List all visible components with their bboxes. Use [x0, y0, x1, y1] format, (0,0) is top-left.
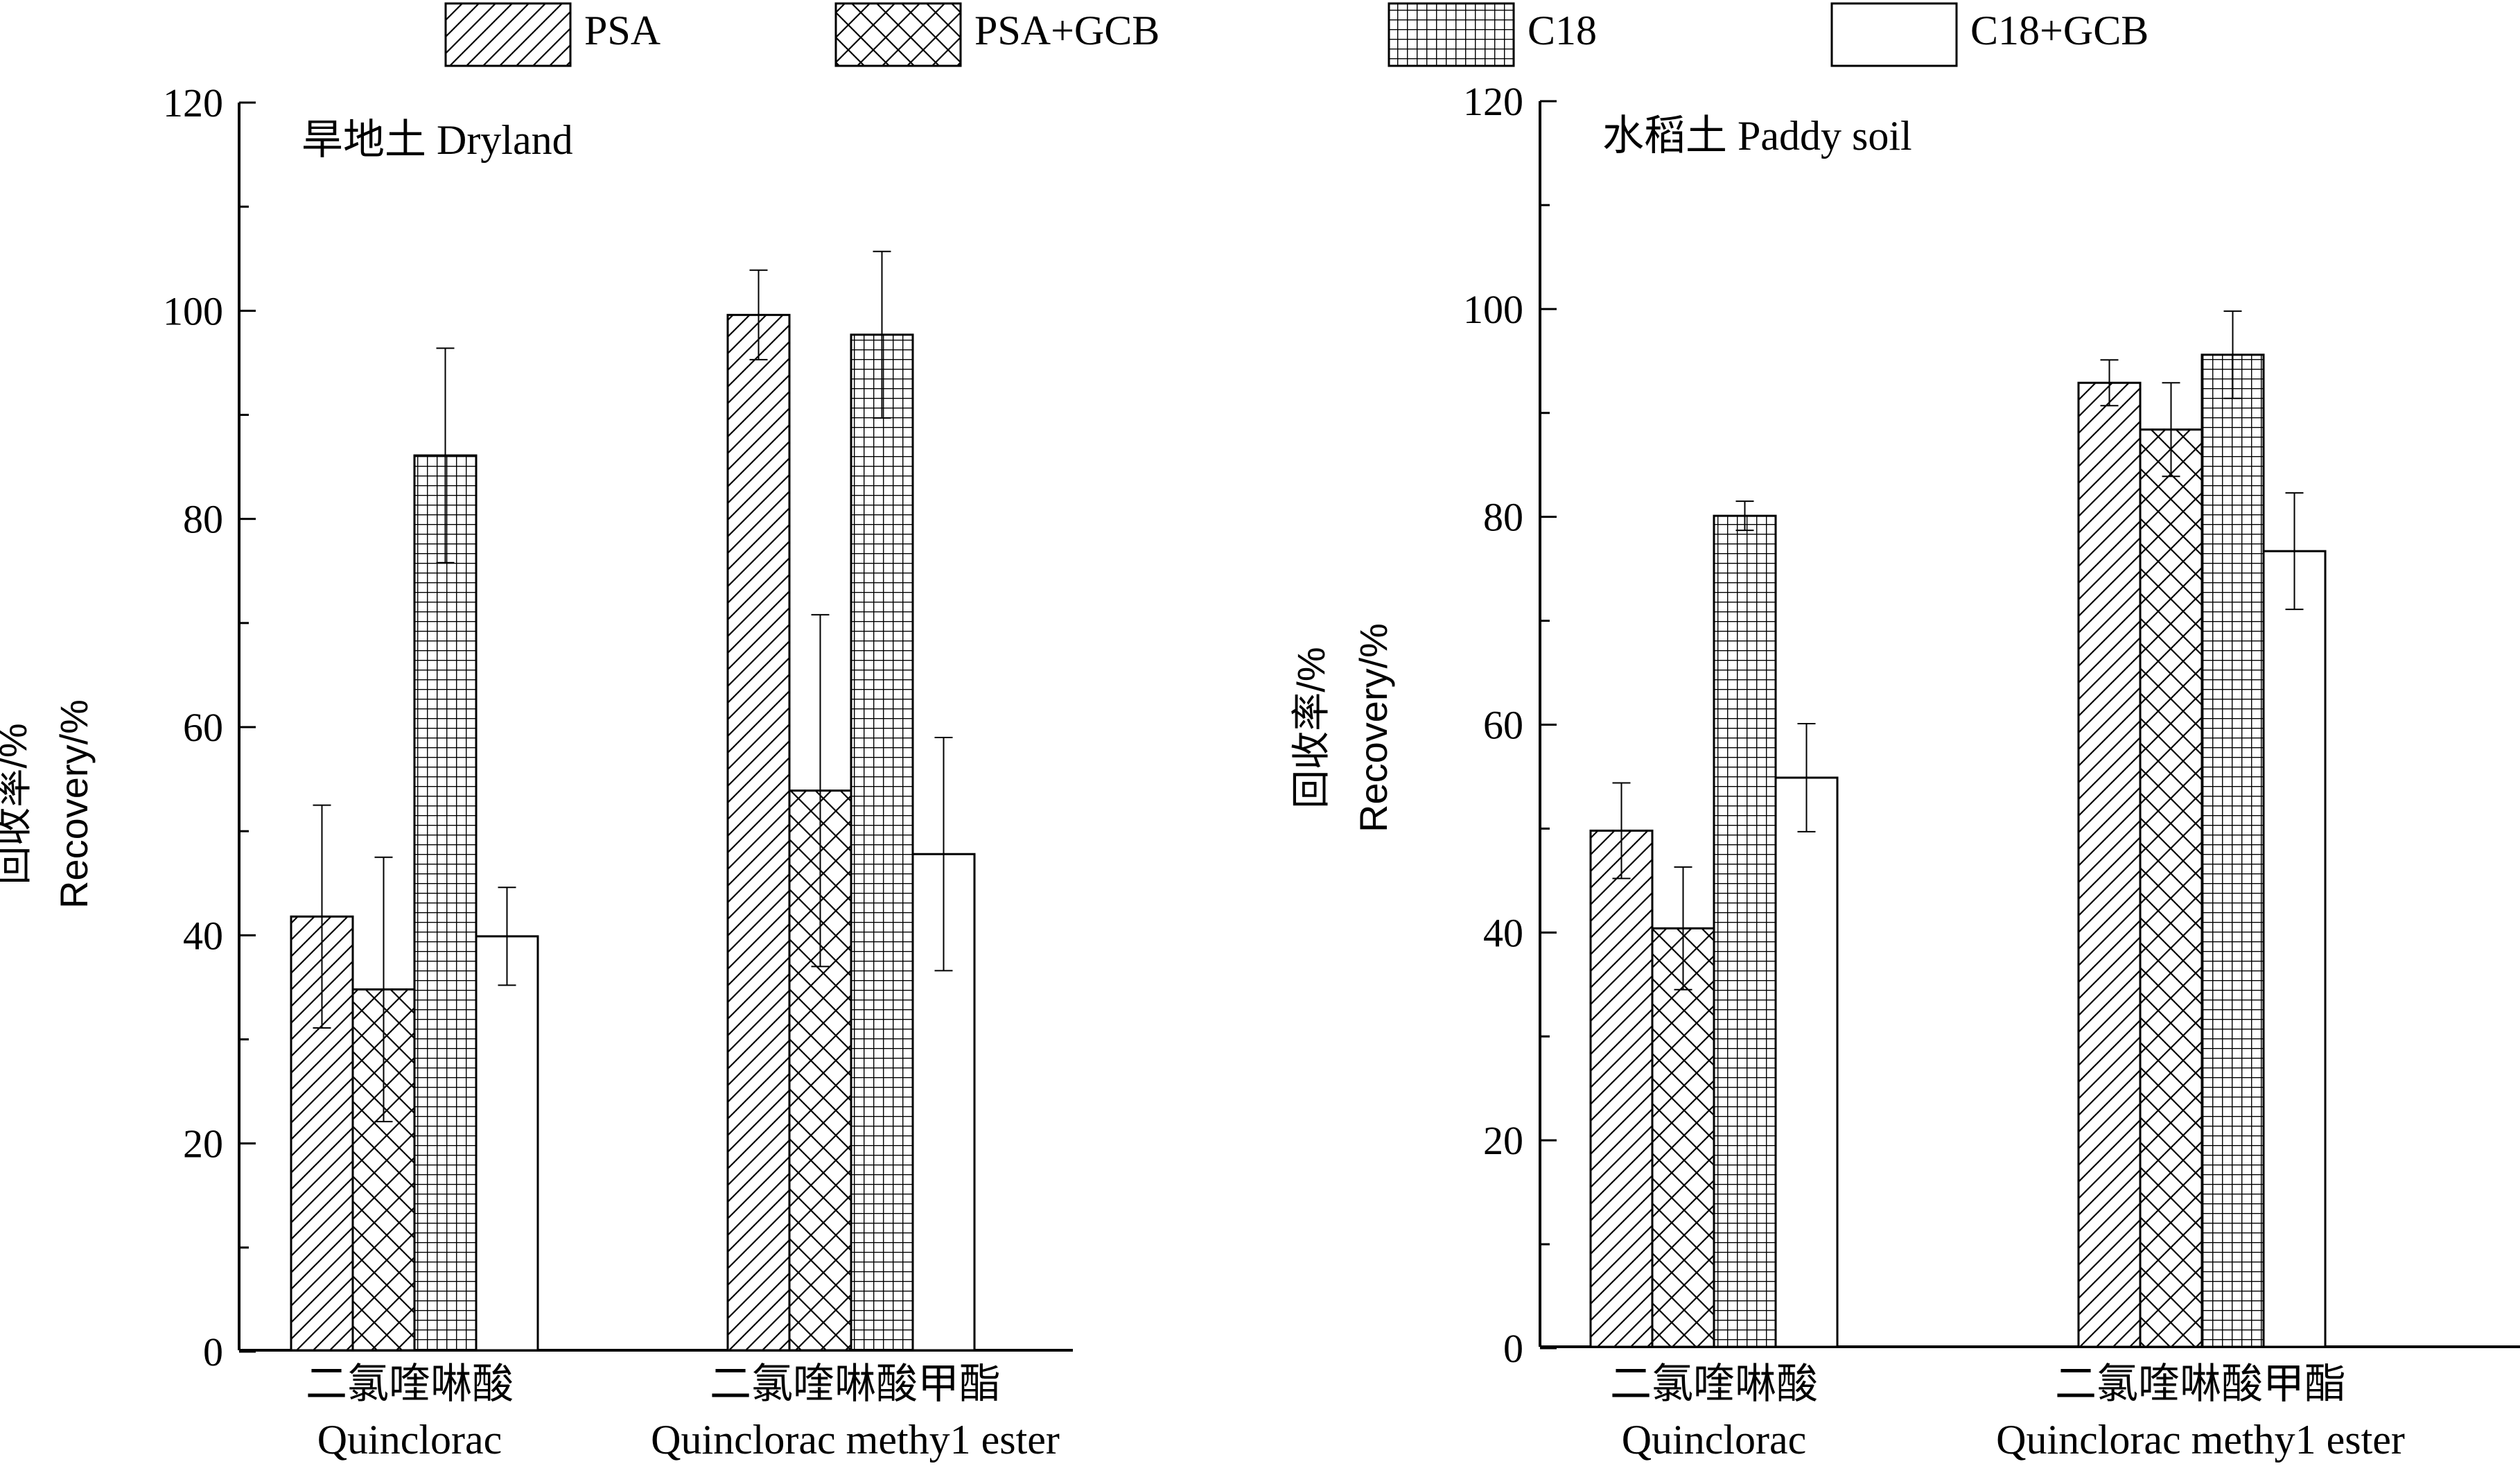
bar-c18-cat1: [850, 333, 914, 1352]
bar-c18-gcb-cat1: [2262, 550, 2327, 1348]
category-label-cn-1: 二氯喹啉酸甲酯: [710, 1361, 1001, 1407]
category-label-cn-1: 二氯喹啉酸甲酯: [2055, 1361, 2346, 1407]
legend-label-1: PSA+GCB: [974, 8, 1160, 53]
y-axis-label-0: 回收率/%: [0, 723, 35, 884]
bar-c18-gcb-cat0: [1774, 776, 1839, 1348]
panel-paddy-soil: 0 20 40 60 80 100 120 水稻土 Paddy soil 回收率/% Recove…: [1289, 79, 2520, 1463]
y-tick-label-80: 80: [1483, 495, 1523, 540]
y-axis-label-1: Recovery/%: [52, 699, 96, 909]
panel-title: 水稻土 Paddy soil: [1602, 113, 1912, 159]
y-axis-label-0: 回收率/%: [1289, 647, 1333, 808]
y-tick-label-0: 0: [1503, 1326, 1523, 1371]
category-label-en-0: Quinclorac: [1622, 1417, 1807, 1463]
y-tick-label-100: 100: [1463, 287, 1523, 332]
bar-c18-gcb-cat0: [475, 935, 539, 1352]
bar-psa-cat0: [1589, 829, 1654, 1348]
bar-psa-cat1: [726, 313, 791, 1352]
y-tick-label-120: 120: [1463, 79, 1523, 124]
y-tick-label-40: 40: [1483, 910, 1523, 955]
category-label-cn-0: 二氯喹啉酸: [1610, 1361, 1818, 1407]
legend-label-3: C18+GCB: [1970, 8, 2149, 53]
bar-psa-gcb-cat1: [2139, 428, 2203, 1348]
panel-title: 旱地土 Dryland: [301, 117, 573, 163]
category-label-en-1: Quinclorac methy1 ester: [1996, 1417, 2405, 1463]
bar-c18-cat1: [2200, 354, 2265, 1348]
y-tick-label-20: 20: [1483, 1118, 1523, 1163]
category-label-cn-0: 二氯喹啉酸: [306, 1361, 514, 1407]
bar-psa-gcb-cat0: [1651, 927, 1715, 1348]
y-tick-label-120: 120: [163, 80, 223, 125]
category-label-en-1: Quinclorac methy1 ester: [651, 1417, 1060, 1463]
bar-c18-cat0: [1713, 514, 1777, 1348]
y-tick-label-60: 60: [183, 705, 223, 750]
y-tick-label-20: 20: [183, 1122, 223, 1167]
bar-psa-cat1: [2077, 381, 2142, 1348]
legend-label-2: C18: [1528, 8, 1597, 53]
panel-dryland: 0 20 40 60 80 100 120 旱地土 Dryland 回收率/% Recovery/…: [0, 80, 1073, 1463]
legend-swatch-2: [1388, 2, 1515, 67]
y-tick-label-0: 0: [203, 1329, 223, 1375]
y-tick-label-60: 60: [1483, 703, 1523, 748]
y-tick-label-80: 80: [183, 497, 223, 542]
y-tick-label-40: 40: [183, 913, 223, 958]
legend-label-0: PSA: [584, 8, 660, 53]
bar-c18-cat0: [413, 454, 478, 1352]
legend-swatch-0: [444, 2, 572, 67]
legend: PSA PSA+GCB C18 C18+GCB: [444, 2, 2149, 67]
category-label-en-0: Quinclorac: [317, 1417, 502, 1463]
y-tick-label-100: 100: [163, 288, 223, 333]
y-axis-label-1: Recovery/%: [1351, 623, 1395, 832]
legend-swatch-1: [834, 2, 962, 67]
legend-swatch-3: [1830, 2, 1958, 67]
